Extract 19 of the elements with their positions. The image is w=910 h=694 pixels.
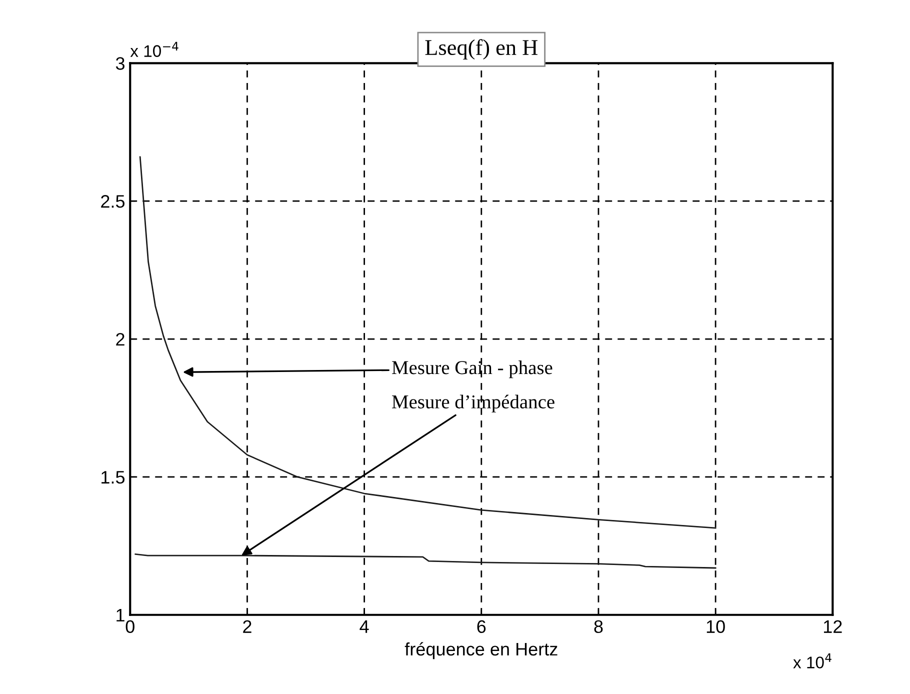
x-tick-label: 10: [706, 620, 725, 634]
annotation: Mesure Gain - phase: [392, 360, 552, 378]
text: x 10$^{4}$: [793, 653, 832, 668]
x-tick-label: 12: [824, 620, 842, 633]
chart-title: Lseq(f) en H: [425, 39, 538, 60]
y-tick-label: 1: [116, 609, 124, 622]
x-tick-label: 2: [243, 620, 252, 633]
y-tick-label: 3: [116, 57, 124, 70]
y-tick-label: 2.5: [101, 195, 125, 208]
line-series: [139, 156, 716, 529]
y-tick-label: 1.5: [102, 471, 125, 484]
x-tick-label: 6: [477, 620, 486, 634]
x-tick-label: 4: [360, 620, 369, 633]
y-tick-label: 2: [116, 332, 124, 346]
x-axis-title: fréquence en Hertz: [404, 642, 558, 660]
x-tick-label: 8: [594, 620, 603, 634]
annotation: Mesure d’impédance: [392, 394, 554, 412]
x-tick-label: 0: [126, 620, 134, 634]
text: x 10$^{−4}$: [130, 42, 178, 57]
